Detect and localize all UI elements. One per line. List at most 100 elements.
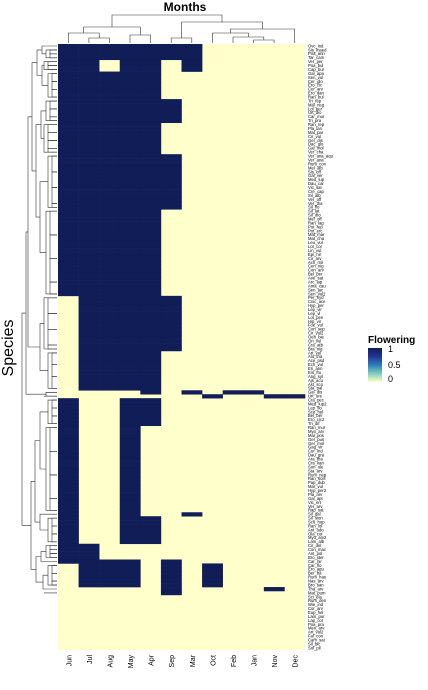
heatmap-cell xyxy=(99,51,121,57)
heatmap-cell xyxy=(78,543,100,548)
heatmap-cell xyxy=(119,99,141,104)
heatmap-cell xyxy=(119,524,141,529)
heatmap-cell xyxy=(78,225,100,230)
heatmap-cell xyxy=(58,134,79,139)
heatmap-cell xyxy=(58,496,79,501)
heatmap-cell xyxy=(140,162,162,167)
row-label: Sen_jac xyxy=(308,287,323,292)
row-label: Ero_agu xyxy=(308,567,325,572)
heatmap-cell xyxy=(78,201,100,206)
heatmap-cell xyxy=(119,303,141,308)
heatmap-cell xyxy=(99,87,121,92)
row-label: Con_sep xyxy=(308,327,325,332)
heatmap-cell xyxy=(78,95,100,100)
heatmap-cell xyxy=(99,386,121,391)
dendrogram-branch xyxy=(47,313,57,330)
dendrogram-branch xyxy=(51,187,57,204)
heatmap-cell xyxy=(140,150,162,155)
heatmap-cell xyxy=(119,55,141,61)
dendrogram-branch xyxy=(51,203,57,208)
heatmap-cell xyxy=(119,468,141,474)
row-label: Urt_ure xyxy=(308,394,323,399)
heatmap-cell xyxy=(78,142,100,147)
row-label: Cre_cap xyxy=(308,189,324,194)
heatmap-cell xyxy=(78,354,100,360)
row-label: Bro_san xyxy=(308,582,324,587)
heatmap-cell xyxy=(78,583,100,588)
row-label: Dau_car xyxy=(308,181,324,186)
dendrogram-branch xyxy=(111,14,223,27)
heatmap-cell xyxy=(99,146,121,151)
heatmap-cell xyxy=(140,63,162,68)
heatmap-cell xyxy=(58,67,79,72)
row-label: Sis_off xyxy=(308,169,322,174)
row-label: Car_mur xyxy=(308,114,325,119)
row-label: Cra_atb xyxy=(308,342,324,347)
column-labels: Jun Jul Aug May Apr Sep Mar Oct Feb Jan Nov Dec xyxy=(66,654,299,668)
dendrogram-branch xyxy=(49,234,57,259)
heatmap-cell xyxy=(119,209,141,214)
heatmap-cell xyxy=(78,130,100,135)
row-label: Ran_mur xyxy=(308,425,326,430)
heatmap-cell xyxy=(99,374,121,379)
heatmap-cell xyxy=(140,205,162,210)
row-label: Vic_sat xyxy=(308,185,322,190)
heatmap-cell xyxy=(160,162,182,167)
row-label: Cam_sat xyxy=(308,638,326,643)
dendrogram-branch xyxy=(51,399,57,409)
heatmap-cell xyxy=(58,51,79,57)
heatmap-cell xyxy=(99,118,121,124)
column-label: Mar xyxy=(190,654,197,667)
row-label: Sta_pal xyxy=(308,386,322,391)
heatmap-cell xyxy=(119,508,141,513)
heatmap-cell xyxy=(119,531,141,537)
row-label: Cra_kan xyxy=(308,460,324,465)
dendrogram-branch xyxy=(45,392,57,397)
dendrogram-branch xyxy=(49,474,57,499)
heatmap-cell xyxy=(284,394,306,399)
row-label: Ang_syl xyxy=(308,374,323,379)
heatmap-cell xyxy=(140,79,162,84)
heatmap-cell xyxy=(99,567,121,572)
heatmap-cell xyxy=(119,103,141,108)
dendrogram-branch xyxy=(49,498,57,511)
heatmap-cell xyxy=(99,177,121,183)
row-label: Mat_pum xyxy=(308,590,326,595)
chart-title: Months xyxy=(164,0,207,14)
heatmap-cell xyxy=(119,378,141,383)
dendrogram-branch xyxy=(51,580,57,586)
heatmap-cell xyxy=(58,547,79,552)
row-label: Ber_ba xyxy=(308,571,322,576)
row-label: Bra_nig xyxy=(308,346,323,351)
heatmap-cell xyxy=(119,315,141,320)
heatmap-cell xyxy=(140,213,162,218)
heatmap-cell xyxy=(99,197,121,202)
heatmap-cell xyxy=(140,535,162,541)
dendrogram-branch xyxy=(45,100,57,121)
dendrogram-branch xyxy=(181,21,263,38)
heatmap-cell xyxy=(78,287,100,293)
row-label: Gal_ver xyxy=(308,173,323,178)
heatmap-cell xyxy=(58,201,79,206)
row-label: Ger_mol xyxy=(308,441,324,446)
dendrogram-branch xyxy=(51,171,57,188)
heatmap-cell xyxy=(99,44,121,49)
heatmap-cell xyxy=(78,303,100,308)
dendrogram-branch xyxy=(49,100,57,110)
heatmap-cell xyxy=(263,587,285,592)
heatmap-cells xyxy=(58,44,306,650)
heatmap-cell xyxy=(140,165,162,171)
heatmap-cell xyxy=(160,579,182,584)
heatmap-cell xyxy=(119,362,141,367)
row-label: Lin_vul xyxy=(308,248,321,253)
heatmap-cell xyxy=(119,516,141,521)
heatmap-cell xyxy=(119,272,141,277)
heatmap-cell xyxy=(58,138,79,143)
heatmap-cell xyxy=(99,311,121,316)
heatmap-cell xyxy=(119,95,141,100)
heatmap-cell xyxy=(160,571,182,576)
heatmap-cell xyxy=(140,71,162,76)
heatmap-cell xyxy=(58,457,79,462)
row-label: Sco_hel xyxy=(308,409,323,414)
heatmap-cell xyxy=(78,122,100,127)
